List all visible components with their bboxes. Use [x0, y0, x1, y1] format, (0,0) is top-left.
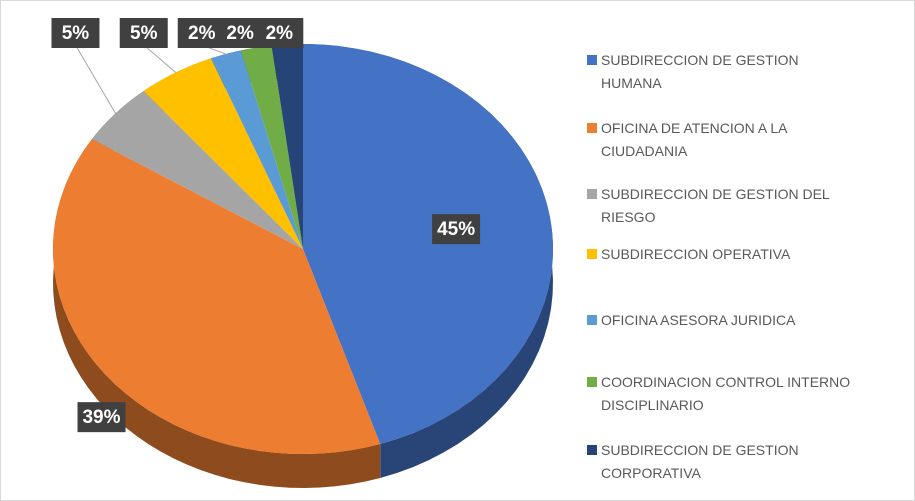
- legend-entry: OFICINA DE ATENCION A LA CIUDADANIA: [587, 117, 851, 163]
- legend-entry: SUBDIRECCION DE GESTION HUMANA: [587, 49, 851, 95]
- slice: [210, 50, 303, 249]
- legend-entry: SUBDIRECCION OPERATIVA: [587, 243, 851, 266]
- legend-label: COORDINACION CONTROL INTERNO DISCIPLINAR…: [601, 374, 851, 413]
- data-label: 45%: [437, 219, 475, 240]
- legend-label: OFICINA ASESORA JURIDICA: [601, 312, 796, 328]
- legend-swatch: [587, 377, 597, 387]
- data-label: 5%: [130, 23, 158, 44]
- legend-swatch: [587, 123, 597, 133]
- slice: [52, 139, 381, 454]
- legend-swatch: [587, 445, 597, 455]
- legend-entry: OFICINA ASESORA JURIDICA: [587, 309, 851, 332]
- leader-line: [75, 44, 116, 114]
- legend-label: OFICINA DE ATENCION A LA CIUDADANIA: [601, 120, 787, 159]
- leader-line: [143, 44, 177, 73]
- data-label: 5%: [62, 23, 90, 44]
- data-label: 2%: [226, 23, 254, 44]
- data-label: 39%: [82, 407, 120, 428]
- legend-entry: SUBDIRECCION DE GESTION DEL RIESGO: [587, 183, 851, 229]
- slice-side: [53, 139, 381, 488]
- label-box: [255, 18, 304, 48]
- legend-swatch: [587, 189, 597, 199]
- legend-swatch: [587, 55, 597, 65]
- label-box: [51, 18, 100, 48]
- legend-entry: SUBDIRECCION DE GESTION CORPORATIVA: [587, 439, 851, 485]
- slice: [143, 58, 303, 250]
- label-box: [432, 214, 481, 245]
- label-box: [77, 402, 126, 433]
- data-label: 2%: [266, 23, 294, 44]
- legend-label: SUBDIRECCION OPERATIVA: [601, 246, 791, 262]
- legend-swatch: [587, 315, 597, 325]
- slice: [271, 44, 303, 249]
- slice: [91, 91, 303, 249]
- data-label: 2%: [188, 23, 216, 44]
- legend-label: SUBDIRECCION DE GESTION HUMANA: [601, 52, 799, 91]
- legend-label: SUBDIRECCION DE GESTION DEL RIESGO: [601, 186, 830, 225]
- legend-entry: COORDINACION CONTROL INTERNO DISCIPLINAR…: [587, 371, 851, 417]
- slice: [303, 44, 553, 444]
- slice: [240, 45, 303, 249]
- legend-swatch: [587, 249, 597, 259]
- label-box: [119, 18, 168, 48]
- legend-label: SUBDIRECCION DE GESTION CORPORATIVA: [601, 442, 799, 481]
